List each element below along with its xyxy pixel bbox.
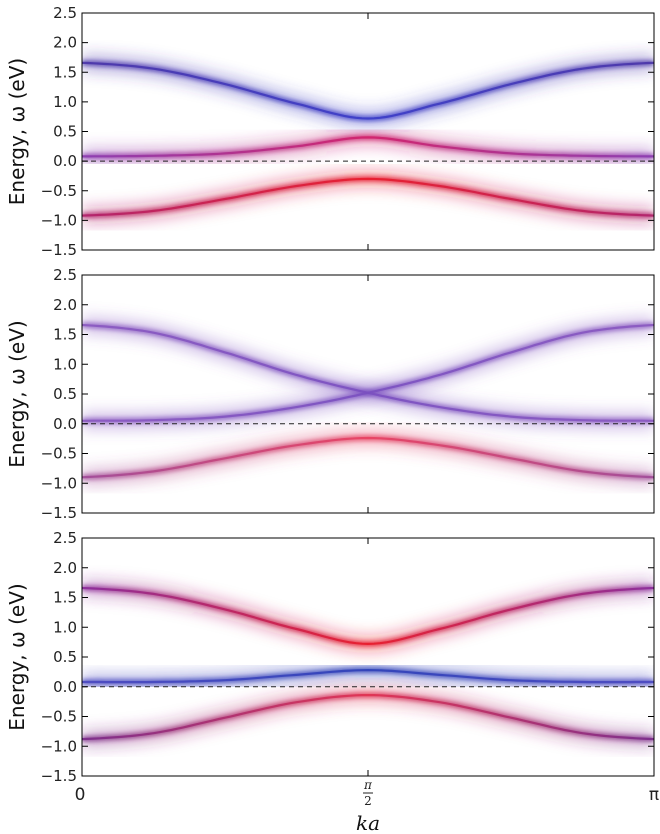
y-tick-label: 2.5 bbox=[53, 266, 77, 284]
y-tick-label: 0.5 bbox=[53, 123, 77, 141]
band-3 bbox=[82, 686, 654, 749]
axes-frame bbox=[81, 537, 655, 777]
y-tick-label: −0.5 bbox=[41, 708, 77, 726]
y-tick-label: −1.0 bbox=[41, 211, 77, 229]
band-3 bbox=[82, 428, 654, 487]
y-tick-label: 1.0 bbox=[53, 93, 77, 111]
y-tick-label: 0.5 bbox=[53, 648, 77, 666]
y-tick-label: −0.5 bbox=[41, 182, 77, 200]
y-tick-label: 1.5 bbox=[53, 589, 77, 607]
y-tick-label: 1.5 bbox=[53, 326, 77, 344]
y-tick-label: 2.0 bbox=[53, 296, 77, 314]
x-tick-label: π2 bbox=[363, 778, 373, 808]
y-axis-label: Energy, ω (eV) bbox=[5, 58, 29, 205]
y-tick-label: −1.5 bbox=[41, 504, 77, 522]
svg-text:π: π bbox=[363, 778, 373, 792]
y-tick-label: 2.0 bbox=[53, 34, 77, 52]
band-2 bbox=[82, 661, 654, 692]
y-tick-label: 0.5 bbox=[53, 385, 77, 403]
y-tick-label: −1.0 bbox=[41, 737, 77, 755]
y-tick-label: 1.0 bbox=[53, 355, 77, 373]
band-line bbox=[82, 136, 654, 158]
y-tick-label: 1.0 bbox=[53, 618, 77, 636]
svg-text:2: 2 bbox=[364, 794, 372, 808]
panel-1: 2.5 2.0 1.5 1.0 0.5 0.0 −0.5 −1.0 −1.5 Energy, ω … bbox=[5, 4, 655, 259]
y-tick-label: 1.5 bbox=[53, 63, 77, 81]
band-line bbox=[82, 586, 654, 646]
plot-area bbox=[82, 579, 654, 749]
x-tick-label: π bbox=[649, 785, 659, 805]
y-tick-label: −1.0 bbox=[41, 474, 77, 492]
plot-area bbox=[82, 53, 654, 225]
y-tick-label: 0.0 bbox=[53, 152, 77, 170]
y-tick-label: 2.5 bbox=[53, 529, 77, 547]
panel-3: 2.5 2.0 1.5 1.0 0.5 0.0 −0.5 −1.0 −1.5 Energy, ω … bbox=[5, 529, 659, 834]
band-3 bbox=[82, 169, 654, 225]
band-line bbox=[82, 323, 654, 422]
band-2 bbox=[82, 128, 654, 166]
band-1 bbox=[82, 53, 654, 128]
y-tick-label: 0.0 bbox=[53, 678, 77, 696]
y-axis-label: Energy, ω (eV) bbox=[5, 320, 29, 467]
y-axis-label: Energy, ω (eV) bbox=[5, 583, 29, 730]
band-1 bbox=[82, 579, 654, 653]
band-line bbox=[82, 668, 654, 684]
band-line bbox=[82, 694, 654, 741]
x-tick-label: 0 bbox=[75, 785, 86, 805]
y-tick-label: 0.0 bbox=[53, 415, 77, 433]
x-axis-label: ka bbox=[356, 811, 380, 834]
plot-area bbox=[82, 316, 654, 487]
band-line bbox=[82, 436, 654, 479]
y-tick-label: 2.5 bbox=[53, 4, 77, 22]
panel-2: 2.5 2.0 1.5 1.0 0.5 0.0 −0.5 −1.0 −1.5 Energy, ω … bbox=[5, 266, 655, 522]
y-tick-label: −0.5 bbox=[41, 445, 77, 463]
band-2 bbox=[82, 316, 654, 430]
band-line bbox=[82, 177, 654, 217]
y-tick-label: −1.5 bbox=[41, 241, 77, 259]
y-tick-label: 2.0 bbox=[53, 559, 77, 577]
band-line bbox=[82, 61, 654, 120]
y-tick-label: −1.5 bbox=[41, 767, 77, 785]
